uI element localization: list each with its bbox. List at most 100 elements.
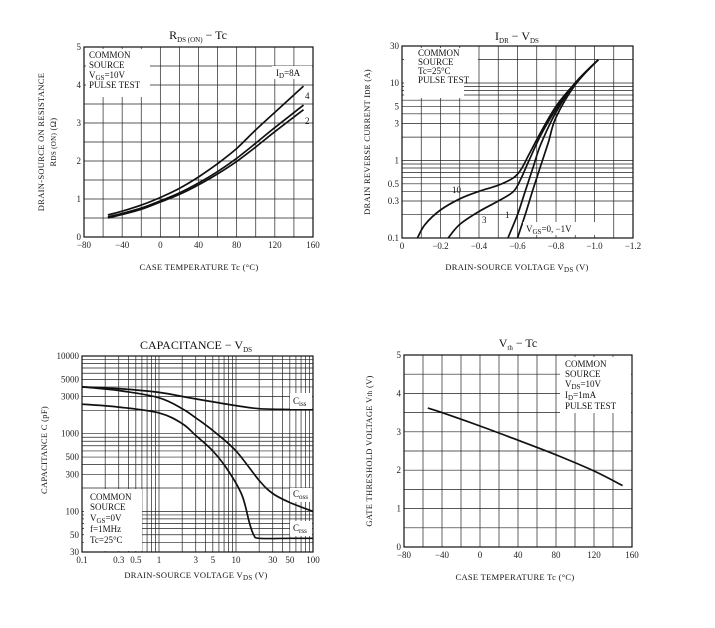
condition-vgs: VGS=10V (89, 70, 126, 82)
x-tick-label: 160 (625, 550, 639, 560)
series-lines (81, 386, 314, 540)
condition-source: SOURCE (418, 57, 454, 67)
series-line-crss (81, 403, 313, 540)
label-ciss: Ciss (293, 396, 307, 408)
y-tick-label: 0 (77, 232, 82, 242)
condition-common: COMMON (90, 492, 132, 502)
condition-source: SOURCE (90, 502, 126, 512)
x-tick-label: 0 (478, 550, 483, 560)
x-tick-label: 0 (400, 241, 405, 251)
chart-title: CAPACITANCE − VDS (140, 338, 252, 354)
x-tick-label: 50 (285, 555, 295, 565)
y-axis-label: CAPACITANCE C (pF) (39, 406, 49, 494)
condition-common: COMMON (418, 48, 460, 58)
tick-labels: 0 −0.2 −0.4 −0.6 −0.8 −1.0 −1.2 0.1 0.3 0.5 1 3 5 10 3… (388, 41, 641, 251)
label-coss: Coss (293, 489, 308, 501)
conditions-box (86, 49, 150, 97)
x-tick-label: −80 (77, 240, 92, 250)
chart-idr-vs-vds: 0 −0.2 −0.4 −0.6 −0.8 −1.0 −1.2 0.1 0.3 0.5 1 3 5 10 3… (362, 29, 641, 274)
y-tick-label: 5 (77, 42, 82, 52)
crss-label-box (290, 521, 312, 536)
y-axis-label-line1: DRAIN-SOURCE ON RESISTANCE (36, 73, 46, 211)
x-tick-label: 0.3 (113, 555, 125, 565)
y-tick-label: 300 (66, 469, 80, 479)
x-tick-label: 5 (211, 555, 216, 565)
y-tick-label: 0.3 (388, 196, 400, 206)
id-label-box (272, 66, 312, 79)
y-tick-label: 0 (397, 542, 402, 552)
y-tick-label: 5 (395, 101, 400, 111)
y-tick-label: 3 (395, 119, 400, 129)
tick-labels: 0.1 0.3 0.5 1 3 5 10 30 50 100 30 50 100 300 500 1000 30… (57, 351, 321, 565)
y-tick-label: 1 (397, 504, 402, 514)
series-line-ciss (81, 386, 314, 411)
y-axis-label: DRAIN REVERSE CURRENT IDR (A) (362, 69, 372, 215)
y-tick-label: 3 (397, 427, 402, 437)
x-tick-label: 40 (514, 550, 524, 560)
series-line-vgs-1v (507, 58, 600, 239)
series-line-coss (81, 386, 314, 513)
y-axis-label: GATE THRESHOLD VOLTAGE Vth (V) (364, 375, 374, 526)
y-tick-label: 4 (77, 80, 82, 90)
y-tick-label: 10000 (57, 351, 80, 361)
x-tick-label: 0.5 (130, 555, 142, 565)
condition-common: COMMON (565, 359, 607, 369)
condition-vds: VDS=10V (565, 379, 602, 391)
x-tick-label: 0 (158, 240, 163, 250)
y-tick-label: 30 (390, 41, 400, 51)
conditions-box-area (404, 48, 464, 98)
series-line-vth (427, 407, 623, 487)
condition-pulse: PULSE TEST (418, 75, 470, 85)
y-tick-label: 1 (395, 155, 400, 165)
x-tick-label: −40 (115, 240, 130, 250)
x-tick-label: −1.0 (586, 241, 603, 251)
curve-label-4a: 4 (305, 91, 310, 101)
y-tick-label: 3000 (61, 392, 80, 402)
curve-label-2a: 2 (305, 116, 310, 126)
plot-frame (83, 46, 314, 238)
x-tick-label: −0.2 (432, 241, 448, 251)
condition-source: SOURCE (89, 60, 125, 70)
x-tick-label: −0.8 (548, 241, 565, 251)
ciss-label-box (290, 393, 312, 409)
plot-frame (403, 354, 633, 548)
y-tick-label: 0.5 (388, 179, 400, 189)
x-tick-label: 120 (587, 550, 601, 560)
x-tick-label: −40 (435, 550, 450, 560)
y-axis-label-line2: RDS (ON) (Ω) (48, 118, 58, 167)
x-tick-label: −80 (397, 550, 412, 560)
x-tick-label: 80 (552, 550, 562, 560)
tick-labels: −80 −40 0 40 80 120 160 0 1 2 3 4 5 (397, 350, 640, 560)
x-tick-label: 160 (306, 240, 320, 250)
curve-label-1v: 1 (505, 210, 510, 220)
x-axis-label: DRAIN-SOURCE VOLTAGE VDS (V) (124, 570, 267, 582)
coss-label-box (290, 488, 312, 502)
vgs-label-box (523, 222, 603, 235)
y-tick-label: 5000 (61, 374, 80, 384)
y-tick-label: 30 (70, 547, 80, 557)
plot-frame (401, 45, 634, 239)
y-tick-label: 1000 (61, 429, 80, 439)
x-tick-label: −0.6 (509, 241, 526, 251)
x-tick-label: 100 (306, 555, 320, 565)
y-tick-label: 5 (397, 350, 402, 360)
chart-rds-on-vs-tc: −80 −40 0 40 80 120 160 0 1 2 3 4 5 RDS (ON) − Tc CO… (36, 28, 320, 272)
condition-pulse: PULSE TEST (89, 80, 141, 90)
conditions-box (560, 357, 631, 413)
series-line-vgs-3v (447, 58, 600, 239)
series-lines (416, 58, 600, 239)
condition-frequency: f=1MHz (90, 524, 121, 534)
series-line-id-4a (107, 104, 305, 218)
chart-title: RDS (ON) − Tc (169, 28, 227, 44)
y-tick-label: 3 (77, 118, 82, 128)
series-lines (427, 407, 623, 487)
chart-title: Vth − Tc (499, 336, 538, 352)
condition-source: SOURCE (565, 369, 601, 379)
y-tick-label: 4 (397, 388, 402, 398)
conditions-box (84, 489, 142, 551)
y-tick-label: 2 (77, 156, 82, 166)
y-tick-label: 10 (390, 78, 400, 88)
x-tick-label: 30 (268, 555, 278, 565)
curve-label-10v: 10 (452, 185, 462, 195)
